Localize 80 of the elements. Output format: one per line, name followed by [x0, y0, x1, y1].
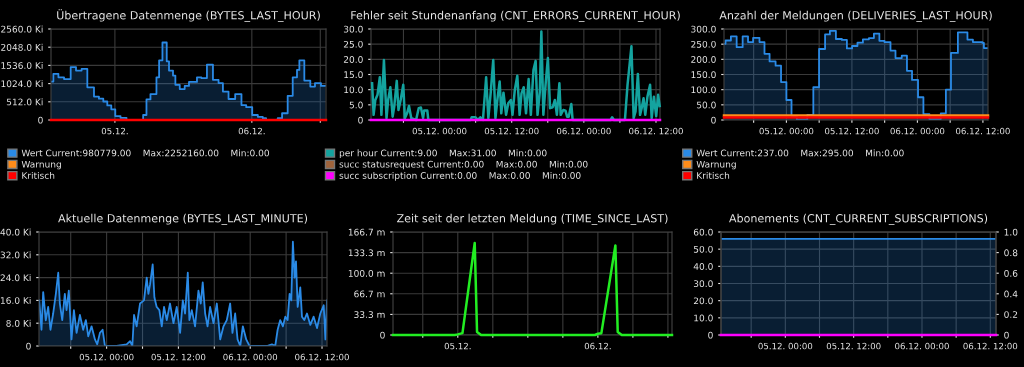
y-tick-label: 2560.0 Ki [1, 25, 43, 33]
x-tick-label: 06.12. 00:00 [890, 127, 945, 135]
legend-label: Kritisch [697, 171, 730, 179]
x-tick-label: 05.12. 12:00 [826, 342, 881, 350]
legend-label: Kritisch [22, 171, 55, 179]
y-tick-label: 250.0 [691, 40, 716, 48]
legend-label: Wert Current:237.00 Max:295.00 Min:0.00 [696, 149, 904, 157]
y-tick-label: 133.3 m [348, 249, 385, 257]
y-tick-label: 2048.0 Ki [1, 43, 43, 51]
chart-title: Zeit seit der letzten Meldung (TIME_SINCE_LAST) [397, 213, 668, 225]
y-tick-label: 10.0 [694, 314, 713, 322]
y-tick-label: 10.0 [344, 86, 363, 94]
x-tick-label: 06.12. 12:00 [629, 127, 683, 135]
y-tick-label: 20.0 [693, 297, 713, 305]
y-tick-label: 33.3 m [354, 311, 385, 318]
x-tick-label: 06.12. 12:00 [295, 353, 349, 361]
y-tick-label: 24.0 Ki [0, 274, 31, 282]
legend-label: succ subscription Current:0.00 Max:0.00 Min:0.00 [339, 171, 581, 181]
y-tick-label: 100.0 [691, 86, 716, 94]
x-tick-label: 05.12. 12:00 [484, 127, 539, 135]
y-tick-label: 0 [38, 116, 43, 124]
x-tick-label: 05.12. [444, 342, 471, 350]
x-tick-label: 05.12. 00:00 [759, 127, 814, 135]
y-tick-label: 0 [708, 331, 713, 339]
x-tick-label: 06.12. 12:00 [956, 127, 1010, 135]
y-tick-label: 166.7 m [348, 228, 385, 236]
chart-title: Anzahl der Meldungen (DELIVERIES_LAST_HOUR) [719, 10, 992, 22]
x-tick-label: 06.12. 00:00 [895, 342, 949, 350]
x-tick-label: 05.12. 00:00 [412, 127, 467, 135]
x-tick-label: 06.12. 00:00 [556, 127, 611, 135]
y-tick-label: 100.0 m [348, 269, 385, 277]
y-tick-label: 50.0 [696, 101, 716, 109]
y2-tick-label: 0.8 [1004, 249, 1018, 257]
x-tick-label: 05.12. 12:00 [151, 353, 206, 361]
y2-tick-label: 0 [1004, 331, 1009, 339]
y-tick-label: 0 [711, 116, 716, 124]
x-tick-label: 06.12. [238, 127, 265, 135]
y-tick-label: 50.0 [693, 245, 713, 253]
y-tick-label: 1536.0 Ki [1, 61, 43, 69]
x-tick-label: 06.12. [584, 342, 611, 350]
legend-label: succ statusrequest Current:0.00 Max:0.00 Min:0.00 [339, 160, 588, 170]
y-tick-label: 0 [380, 331, 385, 339]
y2-tick-label: 1.0 [1004, 228, 1018, 236]
y-tick-label: 30.0 [693, 280, 713, 288]
y-tick-label: 16.0 Ki [0, 296, 31, 304]
y-tick-label: 40.0 Ki [0, 228, 31, 236]
y-tick-label: 0 [26, 342, 31, 350]
y-tick-label: 200.0 [691, 56, 716, 63]
y-tick-label: 512.0 Ki [6, 98, 43, 106]
y2-tick-label: 0.2 [1004, 311, 1018, 318]
legend-label: Warnung [696, 160, 736, 170]
legend-label: per hour Current:9.00 Max:31.00 Min:0.00 [339, 149, 547, 159]
chart-title: Aktuelle Datenmenge (BYTES_LAST_MINUTE) [58, 213, 308, 225]
y-tick-label: 1024.0 Ki [1, 80, 43, 88]
y-tick-label: 0 [358, 116, 363, 124]
x-tick-label: 06.12. 00:00 [223, 353, 278, 361]
x-tick-label: 05.12. 00:00 [79, 353, 134, 361]
y-tick-label: 5.0 [349, 101, 363, 109]
y-tick-label: 150.0 [691, 71, 716, 79]
y-tick-label: 20.0 [343, 56, 363, 63]
x-tick-label: 05.12. 00:00 [758, 342, 813, 350]
y-tick-label: 300.0 [691, 25, 716, 33]
y-tick-label: 30.0 [343, 25, 363, 33]
y-tick-label: 40.0 [693, 263, 713, 270]
legend-label: Warnung [21, 160, 61, 170]
chart-title: Übertragene Datenmenge (BYTES_LAST_HOUR) [57, 9, 320, 22]
y-tick-label: 25.0 [343, 40, 363, 48]
y-tick-label: 8.0 Ki [6, 319, 31, 327]
chart-title: Fehler seit Stundenanfang (CNT_ERRORS_CURRENT_HOUR) [351, 10, 680, 22]
x-tick-label: 05.12. [101, 127, 128, 135]
y2-tick-label: 0.4 [1004, 290, 1018, 298]
legend-label: Wert Current:980779.00 Max:2252160.00 Min:0.00 [21, 149, 270, 157]
y-tick-label: 15.0 [344, 71, 363, 79]
chart-title: Abonements (CNT_CURRENT_SUBSCRIPTIONS) [729, 213, 988, 225]
y-tick-label: 32.0 Ki [0, 251, 31, 259]
y-tick-label: 66.7 m [354, 290, 385, 298]
y2-tick-label: 0.6 [1004, 269, 1018, 277]
x-tick-label: 05.12. 12:00 [825, 127, 879, 135]
y-tick-label: 60.0 [693, 228, 713, 236]
x-tick-label: 06.12. 12:00 [963, 342, 1018, 350]
